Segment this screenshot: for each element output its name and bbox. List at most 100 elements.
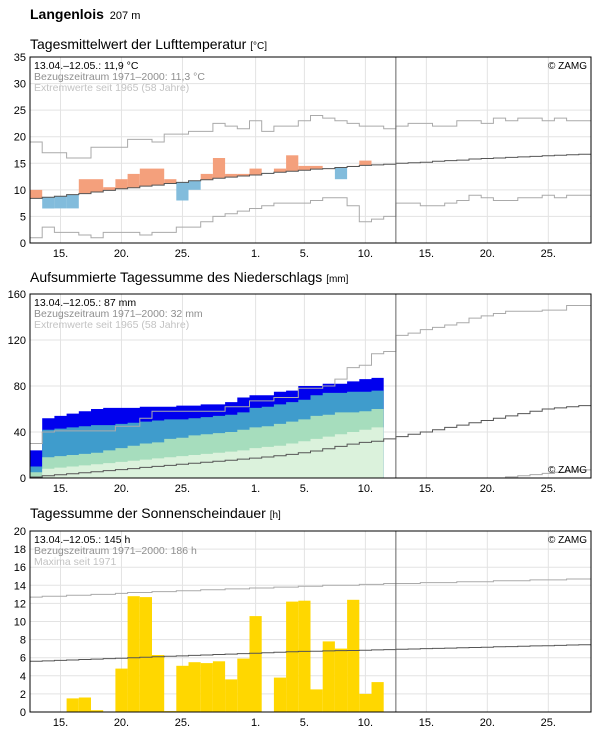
temperature-day-bar <box>286 155 299 172</box>
precipitation-info-1: Bezugszeitraum 1971–2000: 32 mm <box>34 308 203 320</box>
temperature-ref-line <box>30 153 591 199</box>
precipitation-xtick-4: 5. <box>300 483 309 495</box>
sunshine-ytick-4: 8 <box>20 635 26 647</box>
temperature-ytick-2: 10 <box>14 185 26 197</box>
sunshine-max-line <box>30 578 591 598</box>
precipitation-xtick-6: 15. <box>419 483 434 495</box>
temperature-xtick-4: 5. <box>300 248 309 260</box>
temperature-title: Tagesmittelwert der Lufttemperatur [°C] <box>30 36 267 52</box>
sunshine-copyright: © ZAMG <box>548 535 587 546</box>
precipitation-unit: [mm] <box>326 274 349 285</box>
sunshine-xtick-6: 15. <box>419 717 434 729</box>
temperature-day-bar <box>212 158 226 179</box>
temperature-day-bar <box>359 160 372 166</box>
sunshine-xtick-8: 25. <box>541 717 556 729</box>
sunshine-ref-line <box>30 644 591 662</box>
sunshine-day-bar <box>322 641 335 712</box>
precipitation-title: Aufsummierte Tagessumme des Niederschlag… <box>30 269 348 285</box>
temperature-day-bar <box>54 196 67 209</box>
sunshine-info-2: Maxima seit 1971 <box>34 556 116 568</box>
precipitation-max-line <box>30 305 591 444</box>
sunshine-day-bar <box>249 616 262 712</box>
sunshine-day-bar <box>334 648 348 712</box>
precipitation-ytick-2: 80 <box>14 381 26 393</box>
precipitation-info-0: 13.04.–12.05.: 87 mm <box>34 297 136 309</box>
temperature-info-1: Bezugszeitraum 1971–2000: 11,3 °C <box>34 71 205 83</box>
precipitation-ytick-1: 40 <box>14 427 26 439</box>
sunshine-day-bar <box>225 679 238 712</box>
sunshine-day-bar <box>298 600 311 712</box>
precipitation-copyright: © ZAMG <box>548 465 587 476</box>
precipitation-xtick-5: 10. <box>358 483 373 495</box>
temperature-ytick-7: 35 <box>14 52 26 64</box>
sunshine-title: Tagessumme der Sonnenscheindauer [h] <box>30 505 281 521</box>
temperature-day-bar <box>273 168 287 173</box>
precipitation-ref-line <box>30 405 591 478</box>
temperature-day-bar <box>200 173 213 180</box>
sunshine-day-bar <box>78 697 91 712</box>
temperature-day-bar <box>115 179 128 189</box>
sunshine-day-bar <box>371 682 384 712</box>
temperature-day-bar <box>249 168 262 175</box>
sunshine-ytick-5: 10 <box>14 617 26 629</box>
temperature-day-bar <box>91 179 104 192</box>
temperature-day-bar <box>78 179 91 194</box>
precipitation-xtick-7: 20. <box>480 483 495 495</box>
sunshine-day-bar <box>273 677 287 712</box>
temperature-xtick-0: 15. <box>53 248 68 260</box>
temperature-xtick-5: 10. <box>358 248 373 260</box>
precipitation-ytick-4: 160 <box>8 289 26 301</box>
temperature-unit: [°C] <box>250 41 267 52</box>
temperature-xtick-3: 1. <box>251 248 260 260</box>
temperature-day-bar <box>237 173 250 176</box>
temperature-title-text: Tagesmittelwert der Lufttemperatur <box>30 36 247 52</box>
temperature-day-bar <box>42 197 55 209</box>
sunshine-ytick-0: 0 <box>20 707 26 719</box>
precipitation-ytick-0: 0 <box>20 473 26 485</box>
temperature-ytick-3: 15 <box>14 158 26 170</box>
sunshine-day-bar <box>347 599 360 712</box>
sunshine-xtick-7: 20. <box>480 717 495 729</box>
sunshine-day-bar <box>66 698 79 712</box>
sunshine-ytick-6: 12 <box>14 598 26 610</box>
temperature-min-line <box>30 194 591 239</box>
sunshine-day-bar <box>310 689 323 712</box>
temperature-ytick-6: 30 <box>14 79 26 91</box>
sunshine-day-bar <box>176 665 189 712</box>
sunshine-ytick-2: 4 <box>20 671 26 683</box>
sunshine-ytick-1: 2 <box>20 689 26 701</box>
station-header: Langenlois 207 m <box>30 6 140 22</box>
sunshine-ytick-8: 16 <box>14 562 26 574</box>
temperature-info-0: 13.04.–12.05.: 11,9 °C <box>34 60 139 72</box>
precipitation-info-2: Extremwerte seit 1965 (58 Jahre) <box>34 319 189 331</box>
temperature-day-bar <box>30 189 43 199</box>
sunshine-xtick-3: 1. <box>251 717 260 729</box>
temperature-ytick-4: 20 <box>14 132 26 144</box>
sunshine-info-0: 13.04.–12.05.: 145 h <box>34 534 130 546</box>
sunshine-day-bar <box>286 601 299 712</box>
temperature-day-bar <box>298 165 311 171</box>
precipitation-xtick-8: 25. <box>541 483 556 495</box>
sunshine-unit: [h] <box>269 510 281 521</box>
sunshine-xtick-0: 15. <box>53 717 68 729</box>
sunshine-title-text: Tagessumme der Sonnenscheindauer <box>30 505 266 521</box>
temperature-xtick-1: 20. <box>114 248 129 260</box>
sunshine-day-bar <box>212 661 226 712</box>
temperature-day-bar <box>127 173 140 188</box>
sunshine-xtick-4: 5. <box>300 717 309 729</box>
precipitation-ytick-3: 120 <box>8 335 26 347</box>
temperature-ytick-1: 5 <box>20 211 26 223</box>
sunshine-ytick-10: 20 <box>14 526 26 538</box>
sunshine-day-bar <box>188 662 201 712</box>
temperature-xtick-7: 20. <box>480 248 495 260</box>
sunshine-day-bar <box>152 655 165 712</box>
precipitation-frame <box>29 293 592 479</box>
sunshine-xtick-2: 25. <box>175 717 190 729</box>
precipitation-xtick-1: 20. <box>114 483 129 495</box>
sunshine-day-bar <box>139 597 152 712</box>
temperature-day-bar <box>164 179 177 184</box>
